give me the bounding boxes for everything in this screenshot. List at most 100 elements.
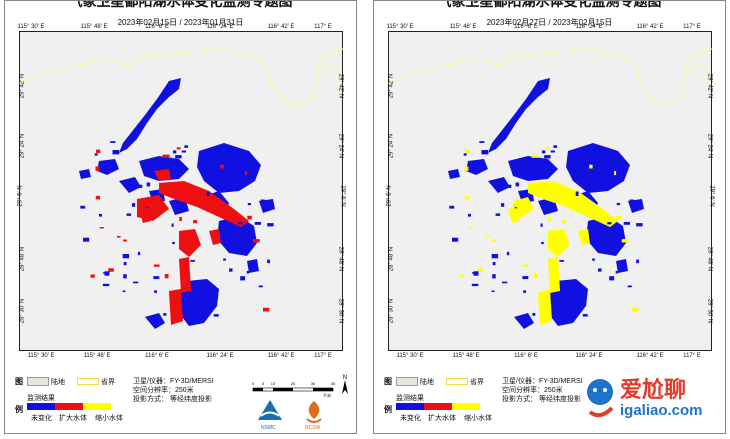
land-swatch [27,377,49,386]
water-unchanged [523,290,526,293]
lon-tick: 117° E [683,24,701,30]
water-unchanged [566,143,630,193]
panel-title: 气象卫星鄱阳湖水体变化监测专题图 [68,0,293,9]
province-border-line [266,48,343,108]
water-unchanged [467,213,471,217]
water-unchanged [80,205,86,209]
water-shrunk [515,198,518,204]
water-unchanged [575,191,579,196]
lat-tick: 29° 42′ N [706,73,713,99]
water-unchanged [83,237,90,242]
water-expanded [95,166,100,171]
lat-tick: 28° 30′ N [388,298,395,324]
scale-label: 30 [311,381,316,386]
lon-tick: 115° 30′ E [17,24,45,30]
legend-header-b: 例 [15,405,23,414]
map-area: 115° 30′ E 115° 48′ E 116° 6′ E 116° 24′… [386,24,715,359]
water-expanded [179,257,191,293]
map-area: 115° 30′ E 115° 48′ E 116° 6′ E 116° 24′… [17,24,346,359]
water-unchanged [479,141,485,143]
water-expanded [263,307,270,312]
lon-tick: 115° 30′ E [27,353,55,359]
lon-tick: 116° 6′ E [514,24,538,30]
water-shrunk [464,166,469,171]
water-unchanged [145,313,165,329]
scale-unit: 千米 [323,392,331,398]
lon-tick: 116° 24′ E [575,353,603,359]
water-unchanged [615,270,618,274]
water-expanded [123,239,127,242]
water-unchanged [616,203,620,206]
water-unchanged [559,260,564,262]
water-unchanged [254,222,261,225]
lon-tick: 116° 6′ E [145,353,169,359]
projection-info: 投影方式： 等经纬度投影 [133,396,212,403]
water-shrunk [528,181,618,227]
water-unchanged [247,259,259,273]
water-shrunk [632,307,639,312]
water-unchanged [488,177,510,193]
water-unchanged [488,78,550,153]
water-unchanged [553,145,557,148]
no-change-label: 未变化 [400,415,421,422]
water-unchanged [122,290,126,293]
lat-tick: 29° 6′ N [17,185,24,207]
water-expanded [173,304,180,308]
water-unchanged [491,254,499,259]
map-canvas [388,31,712,351]
panel-dates: 2023年02月15日 / 2023年01月31日 [117,18,244,27]
water-expanded [247,215,252,220]
water-shrunk [468,227,473,229]
scale-label: 0 [252,381,255,386]
water-unchanged [190,260,195,262]
lon-tick: 116° 42′ E [267,353,295,359]
lat-tick: 28° 48′ N [19,246,26,272]
water-unchanged [589,235,594,240]
lon-tick: 115° 30′ E [396,353,424,359]
water-expanded [252,239,260,243]
water-expanded [90,274,95,278]
water-unchanged [471,283,479,287]
border-swatch [77,378,99,385]
water-unchanged [466,159,488,175]
water-unchanged [146,182,151,187]
water-unchanged [206,191,210,196]
water-unchanged [607,222,612,225]
water-expanded [145,203,153,208]
water-unchanged [506,251,510,256]
water-unchanged [515,182,520,187]
water-unchanged [636,223,643,227]
lat-tick: 28° 30′ N [706,298,713,324]
lat-tick: 29° 6′ N [339,185,346,207]
land-swatch [396,377,418,386]
water-unchanged [491,290,495,293]
water-unchanged [133,281,139,284]
water-unchanged [582,314,588,317]
water-expanded [193,220,197,224]
water-shrunk [464,195,469,200]
water-unchanged [172,150,177,154]
water-expanded [96,149,101,154]
shrunk-label: 缩小水体 [95,415,123,422]
water-unchanged [508,156,558,181]
water-unchanged [452,237,459,242]
border-label: 省界 [470,379,484,386]
resolution-info: 空间分辨率：250米 [133,387,194,394]
water-expanded [95,195,100,200]
water-expanded [159,181,249,227]
water-unchanged [246,270,249,274]
water-unchanged [616,225,620,229]
water-unchanged [171,223,174,227]
water-unchanged [522,276,529,280]
lat-tick: 29° 6′ N [708,185,715,207]
water-shrunk [477,268,483,272]
water-expanded [153,264,160,267]
ncsw-label: NCSW [305,425,321,431]
no-change-swatch [27,403,55,410]
legend-header-a: 图 [15,377,23,386]
water-unchanged [598,268,602,272]
water-shrunk [531,154,539,158]
lat-tick: 28° 30′ N [19,298,26,324]
water-unchanged [154,290,157,293]
water-expanded [176,147,181,150]
